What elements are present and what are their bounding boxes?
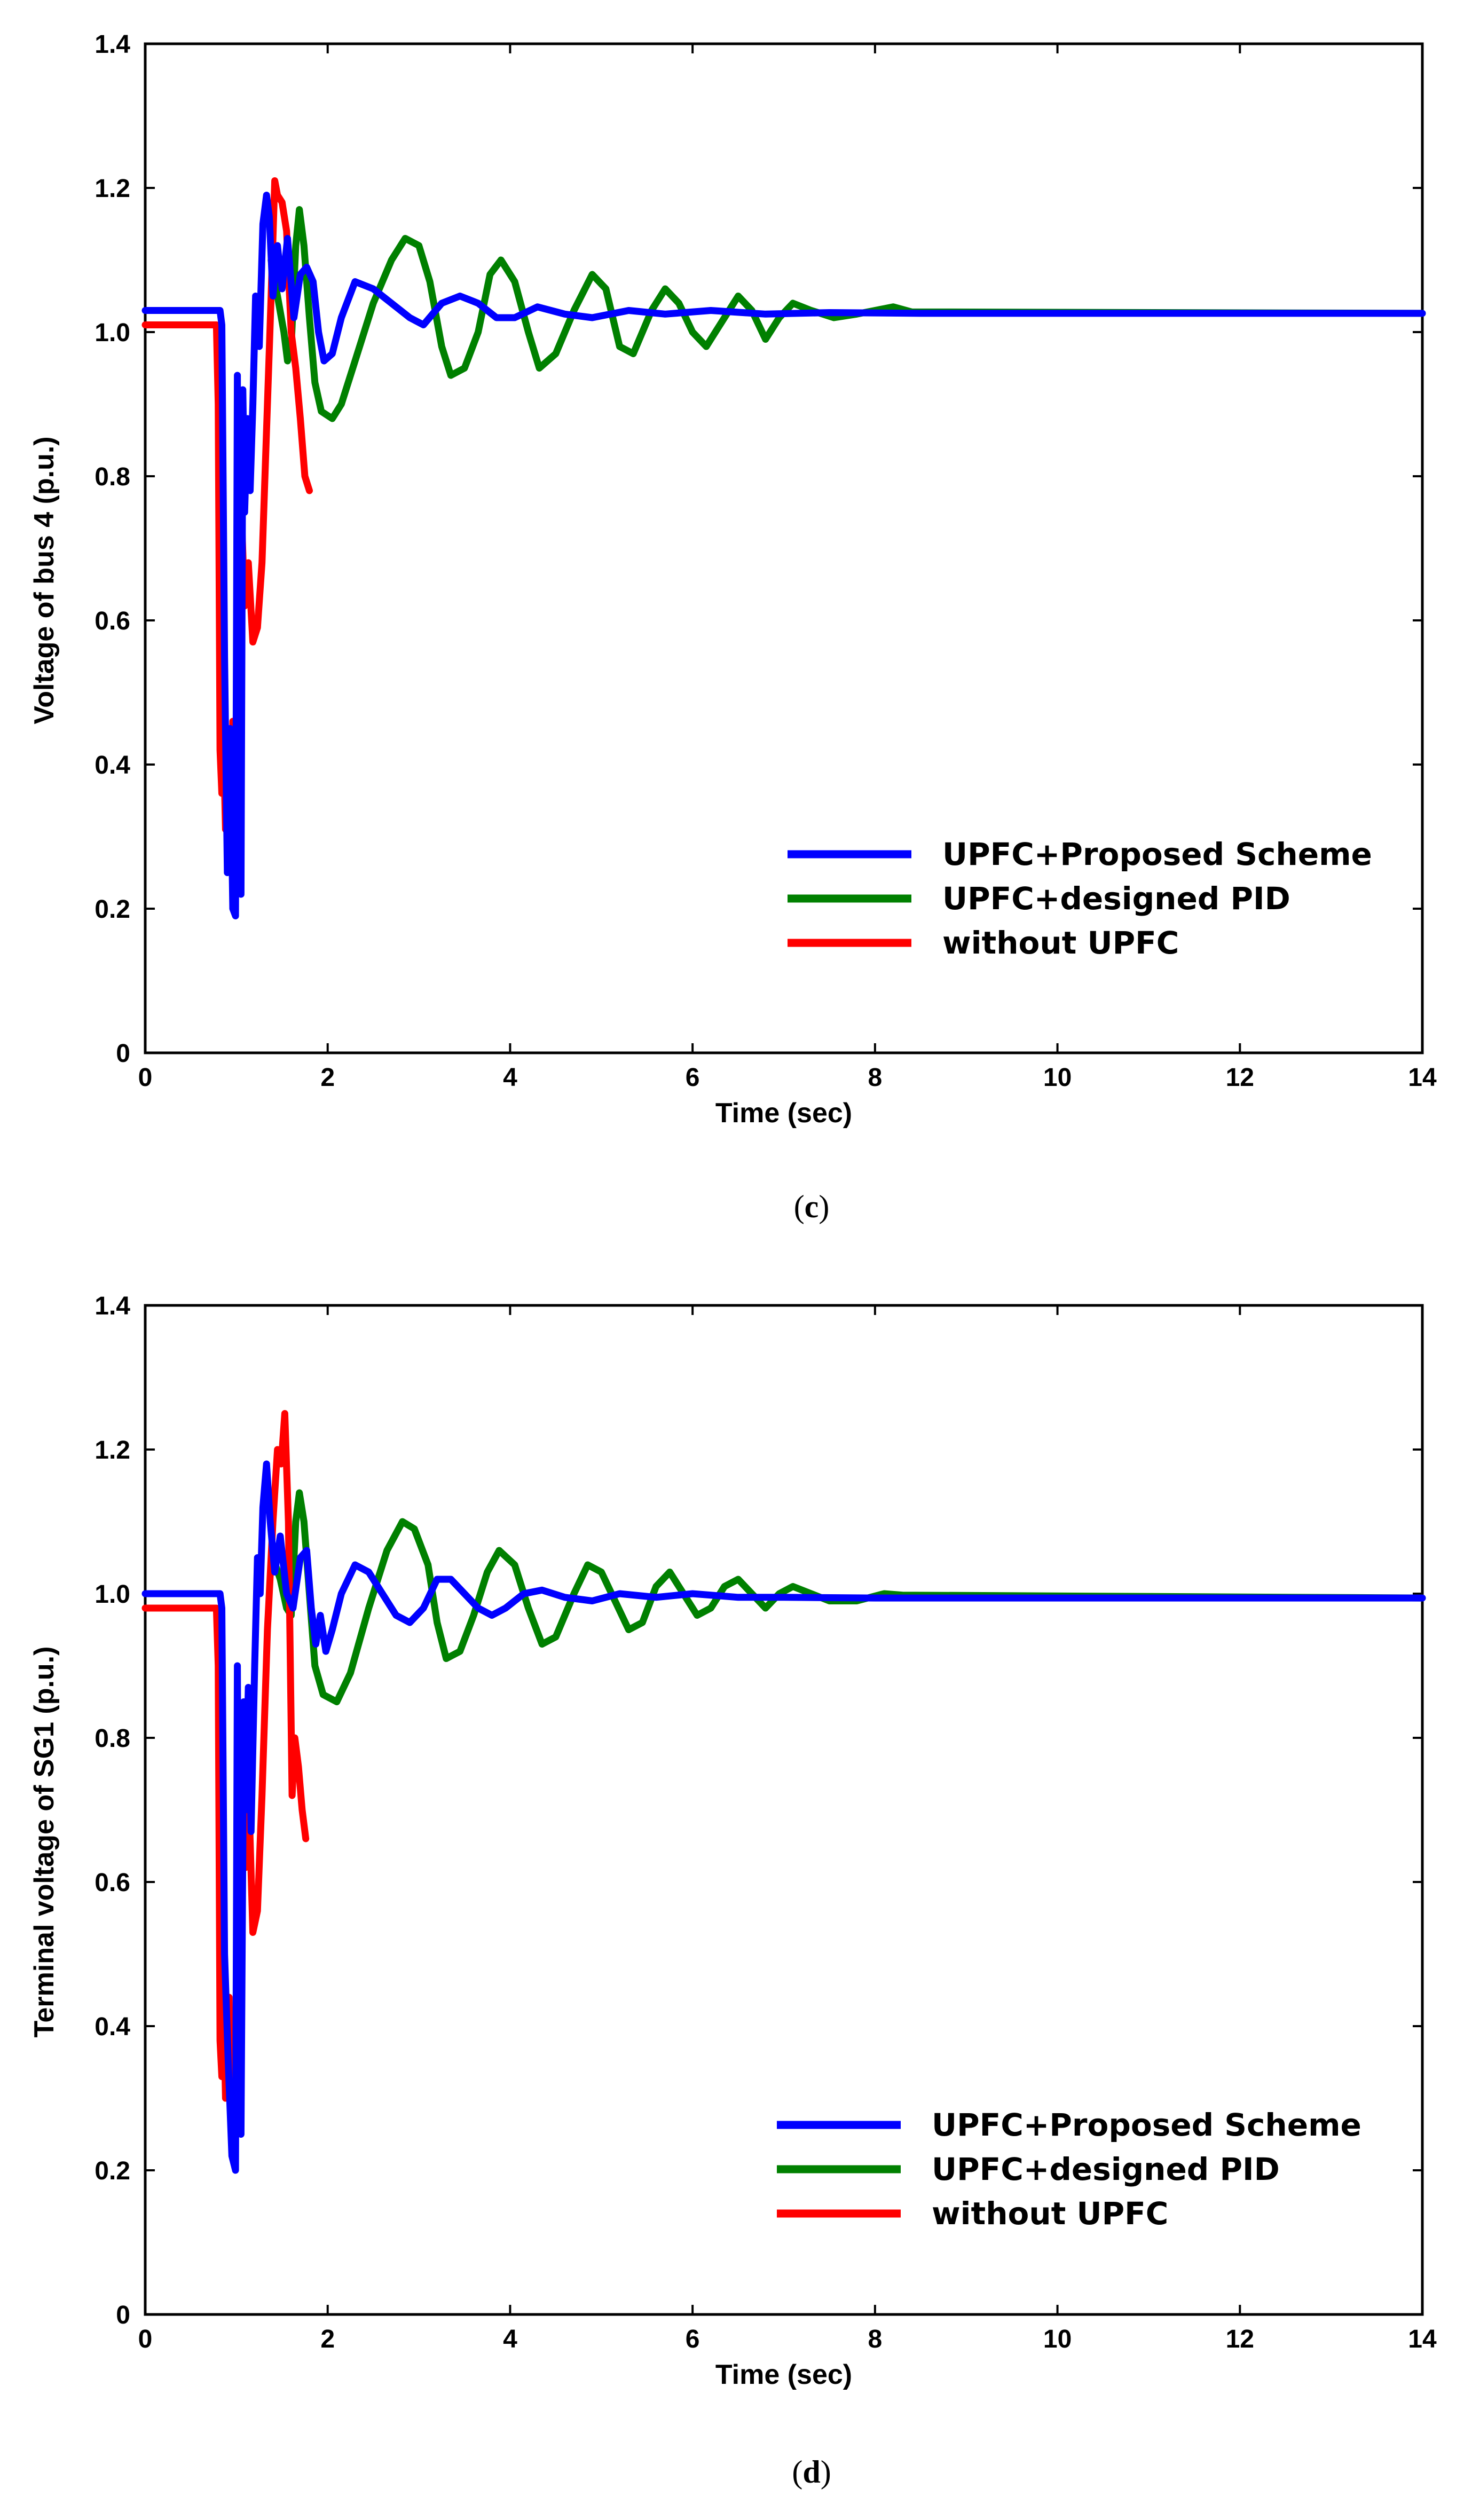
y-axis-label: Voltage of bus 4 (p.u.) xyxy=(29,436,60,724)
legend-entry-label: UPFC+designed PID xyxy=(932,2151,1280,2187)
y-tick-label: 0.8 xyxy=(95,1724,130,1753)
x-tick-label: 2 xyxy=(320,2325,335,2353)
caption-letter: d xyxy=(802,2454,820,2490)
series-line-upfc-proposed-scheme xyxy=(141,1460,1426,2174)
x-axis-label: Time (sec) xyxy=(715,2359,852,2390)
chart-d: 0 2 4 6 8 10 12 14 0 0.2 0.4 0.6 0.8 1.0 1.2 1.4 Time (s… xyxy=(29,1292,1437,2490)
legend-entry-label: UPFC+designed PID xyxy=(942,880,1290,917)
series-line-upfc-designed-pid xyxy=(269,1489,1426,1705)
x-tick-label: 4 xyxy=(503,2325,517,2353)
y-tick-label: 0.4 xyxy=(95,751,130,779)
y-tick-label: 1.0 xyxy=(95,1580,130,1609)
plot-frame xyxy=(144,42,1424,1054)
y-tick-label: 0.4 xyxy=(95,2013,130,2041)
x-tick-label: 14 xyxy=(1408,1064,1437,1092)
x-tick-label: 10 xyxy=(1043,1064,1072,1092)
panel-caption: (d) xyxy=(792,2454,831,2490)
y-tick-label: 0 xyxy=(116,1040,130,1068)
x-tick-label: 0 xyxy=(138,2325,153,2353)
x-tick-label: 12 xyxy=(1226,2325,1254,2353)
legend-entry-label: without UPFC xyxy=(932,2195,1168,2232)
y-tick-label: 1.4 xyxy=(95,1292,130,1320)
caption-letter: c xyxy=(805,1189,819,1224)
caption-close: ) xyxy=(818,1189,829,1224)
caption-close: ) xyxy=(821,2454,831,2490)
caption-open: ( xyxy=(794,1189,805,1224)
y-tick-label: 0.2 xyxy=(95,2157,130,2185)
y-tick-label: 0.6 xyxy=(95,607,130,635)
x-tick-label: 2 xyxy=(320,1064,335,1092)
y-tick-label: 0.6 xyxy=(95,1869,130,1897)
x-tick-label: 6 xyxy=(686,2325,700,2353)
y-tick-label: 0 xyxy=(116,2301,130,2329)
y-tick-label: 1.2 xyxy=(95,1436,130,1464)
x-tick-label: 12 xyxy=(1226,1064,1254,1092)
caption-open: ( xyxy=(792,2454,802,2490)
x-axis-label: Time (sec) xyxy=(715,1098,852,1129)
x-tick-label: 4 xyxy=(503,1064,517,1092)
x-tick-label: 8 xyxy=(868,2325,883,2353)
legend: UPFC+Proposed Scheme UPFC+designed PID wit… xyxy=(788,836,1372,961)
x-tick-label: 14 xyxy=(1408,2325,1437,2353)
legend: UPFC+Proposed Scheme UPFC+designed PID wit… xyxy=(777,2107,1361,2232)
legend-entry-label: without UPFC xyxy=(942,925,1179,961)
plot-frame xyxy=(144,1304,1424,2316)
panel-caption: (c) xyxy=(794,1189,830,1224)
x-tick-label: 10 xyxy=(1043,2325,1072,2353)
legend-entry-label: UPFC+Proposed Scheme xyxy=(932,2107,1361,2143)
series-line-upfc-proposed-scheme xyxy=(141,192,1426,919)
y-tick-label: 0.2 xyxy=(95,895,130,924)
y-tick-label: 1.4 xyxy=(95,30,130,59)
y-axis-label: Terminal voltage of SG1 (p.u.) xyxy=(29,1647,60,2038)
y-tick-label: 1.0 xyxy=(95,319,130,347)
x-tick-label: 0 xyxy=(138,1064,153,1092)
x-tick-label: 6 xyxy=(686,1064,700,1092)
series-line-upfc-designed-pid xyxy=(267,206,1426,422)
legend-entry-label: UPFC+Proposed Scheme xyxy=(942,836,1372,872)
y-tick-label: 1.2 xyxy=(95,175,130,203)
x-tick-label: 8 xyxy=(868,1064,883,1092)
chart-c: 0 2 4 6 8 10 12 14 0 0.2 0.4 0.6 0.8 1.0 1.2 1.4 Time (s… xyxy=(29,30,1437,1224)
y-tick-label: 0.8 xyxy=(95,463,130,491)
